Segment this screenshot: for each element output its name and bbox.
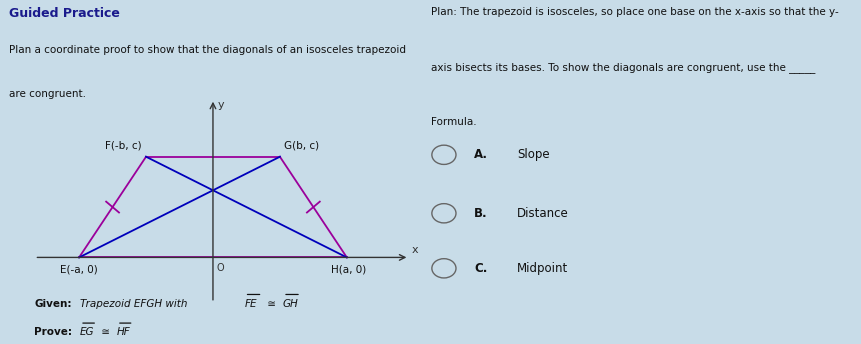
Text: Trapezoid EFGH with: Trapezoid EFGH with xyxy=(80,299,190,309)
Text: Midpoint: Midpoint xyxy=(517,262,567,275)
Text: B.: B. xyxy=(474,207,487,220)
Text: x: x xyxy=(411,245,418,255)
Text: GH: GH xyxy=(282,299,298,309)
Text: A.: A. xyxy=(474,148,487,161)
Text: Prove:: Prove: xyxy=(34,327,72,337)
Text: ≅: ≅ xyxy=(263,299,279,309)
Text: G(b, c): G(b, c) xyxy=(284,141,319,151)
Text: FE: FE xyxy=(245,299,257,309)
Text: Slope: Slope xyxy=(517,148,549,161)
Text: H(a, 0): H(a, 0) xyxy=(331,265,366,275)
Text: HF: HF xyxy=(116,327,130,337)
Text: y: y xyxy=(217,100,224,110)
Text: Plan a coordinate proof to show that the diagonals of an isosceles trapezoid: Plan a coordinate proof to show that the… xyxy=(9,45,406,55)
Text: Plan: The trapezoid is isosceles, so place one base on the x-axis so that the y-: Plan: The trapezoid is isosceles, so pla… xyxy=(430,7,838,17)
Text: are congruent.: are congruent. xyxy=(9,89,85,99)
Text: EG: EG xyxy=(80,327,95,337)
Text: Formula.: Formula. xyxy=(430,117,476,127)
Text: Given:: Given: xyxy=(34,299,72,309)
Text: C.: C. xyxy=(474,262,487,275)
Text: ≅: ≅ xyxy=(98,327,113,337)
Text: axis bisects its bases. To show the diagonals are congruent, use the _____: axis bisects its bases. To show the diag… xyxy=(430,62,815,73)
Text: Distance: Distance xyxy=(517,207,568,220)
Text: O: O xyxy=(216,264,224,273)
Text: E(-a, 0): E(-a, 0) xyxy=(60,265,98,275)
Text: Guided Practice: Guided Practice xyxy=(9,7,120,20)
Text: F(-b, c): F(-b, c) xyxy=(105,141,141,151)
